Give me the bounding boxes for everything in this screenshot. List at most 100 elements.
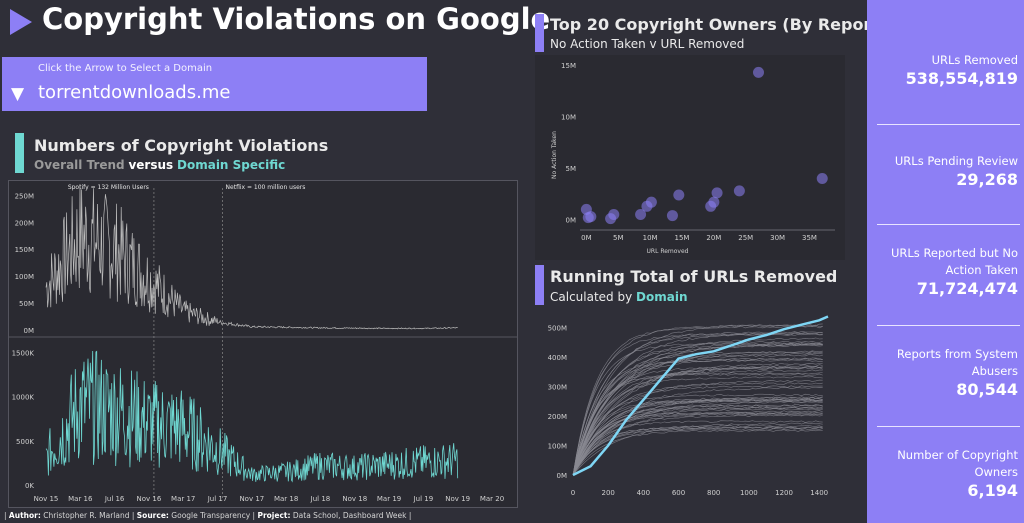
y-tick-label: 15M — [561, 62, 576, 70]
annotation-label: Netflix = 100 million users — [226, 184, 306, 191]
footer-project-label: Project: — [257, 511, 291, 520]
footer: | Author: Christopher R. Marland | Sourc… — [4, 511, 412, 520]
scatter-section-bar — [535, 14, 544, 52]
x-tick-label: 400 — [637, 489, 650, 497]
kpi-system-abusers: Reports from System Abusers 80,544 — [868, 346, 1018, 400]
kpi-divider — [877, 426, 1020, 427]
overall-trend-line — [45, 184, 458, 330]
y-tick-label-overall: 200M — [15, 219, 34, 227]
domain-specific-line — [45, 350, 459, 483]
dropdown-arrow-icon[interactable]: ▼ — [11, 84, 25, 104]
domain-running-line — [572, 364, 823, 476]
scatter-subtitle: No Action Taken v URL Removed — [550, 37, 745, 51]
subtitle-domain: Domain Specific — [177, 158, 286, 172]
domain-selector-hint: Click the Arrow to Select a Domain — [38, 63, 213, 74]
domain-running-line — [572, 396, 823, 476]
x-tick-label: Nov 18 — [342, 495, 367, 503]
violations-title: Numbers of Copyright Violations — [34, 136, 329, 155]
domain-running-line — [572, 324, 823, 476]
y-tick-label: 500M — [548, 325, 567, 333]
domain-running-line — [572, 411, 823, 476]
domain-running-line — [572, 352, 823, 476]
domain-running-line — [572, 344, 823, 476]
domain-running-line — [572, 376, 823, 476]
domain-running-line — [572, 400, 823, 476]
x-tick-label: Nov 17 — [239, 495, 264, 503]
domain-running-line — [572, 429, 823, 476]
domain-running-line — [572, 412, 823, 476]
kpi-panel: URLs Removed 538,554,819 URLs Pending Re… — [867, 0, 1024, 523]
y-tick-label-domain: 1500K — [12, 349, 35, 357]
x-tick-label: Jul 17 — [207, 495, 228, 503]
domain-running-line — [572, 426, 823, 476]
x-tick-label: Jul 18 — [310, 495, 331, 503]
domain-running-line — [572, 379, 823, 476]
scatter-point — [711, 187, 723, 199]
domain-running-line — [572, 382, 823, 476]
domain-running-line — [572, 357, 823, 476]
domain-running-line — [572, 332, 823, 476]
footer-source: Google Transparency — [171, 511, 251, 520]
kpi-no-action: URLs Reported but No Action Taken 71,724… — [868, 245, 1018, 299]
domain-running-line — [572, 362, 823, 476]
x-tick-label: Mar 19 — [377, 495, 401, 503]
kpi-divider — [877, 325, 1020, 326]
x-tick-label: 600 — [672, 489, 685, 497]
y-tick-label-overall: 0M — [24, 327, 35, 335]
scatter-point — [666, 210, 678, 222]
domain-running-line — [572, 341, 823, 476]
kpi-urls-removed: URLs Removed 538,554,819 — [868, 52, 1018, 89]
domain-running-line — [572, 386, 823, 476]
y-tick-label-domain: 1000K — [12, 394, 35, 402]
x-tick-label: 1200 — [775, 489, 793, 497]
title-triangle-icon — [10, 9, 32, 35]
domain-running-line — [572, 422, 823, 476]
running-section-bar — [535, 265, 544, 305]
x-tick-label: 30M — [770, 234, 785, 242]
y-tick-label: 10M — [561, 114, 576, 122]
x-axis-title: URL Removed — [647, 248, 689, 255]
selected-domain[interactable]: torrentdownloads.me — [38, 82, 231, 103]
domain-running-line — [572, 369, 823, 476]
y-tick-label: 200M — [548, 413, 567, 421]
domain-running-line — [572, 366, 823, 476]
scatter-point — [608, 209, 620, 221]
domain-selector[interactable]: Click the Arrow to Select a Domain ▼ tor… — [2, 57, 427, 111]
scatter-point — [733, 185, 745, 197]
domain-running-line — [572, 426, 823, 476]
x-tick-label: 0M — [581, 234, 592, 242]
domain-running-line — [572, 350, 823, 476]
x-tick-label: 1000 — [740, 489, 758, 497]
scatter-chart: 0M 5M 10M 15M 20M 25M 30M 35M 0M 5M 10M 15M URL Remo… — [535, 55, 845, 260]
kpi-divider — [877, 124, 1020, 125]
x-tick-label: Nov 16 — [137, 495, 162, 503]
running-subtitle-domain: Domain — [636, 290, 688, 304]
scatter-point — [645, 196, 657, 208]
domain-running-line — [572, 325, 823, 476]
running-total-chart: 0M 100M 200M 300M 400M 500M 0 200 400 600 800 1000 1… — [548, 315, 829, 497]
x-tick-label: 35M — [802, 234, 817, 242]
domain-running-line — [572, 396, 823, 476]
x-tick-label: Mar 18 — [274, 495, 298, 503]
kpi-copyright-owners: Number of Copyright Owners 6,194 — [868, 447, 1018, 501]
scatter-point — [585, 211, 597, 223]
running-title: Running Total of URLs Removed — [550, 267, 838, 286]
subtitle-overall: Overall Trend — [34, 158, 125, 172]
kpi-label: URLs Removed — [931, 53, 1018, 67]
footer-project: Data School, Dashboard Week — [292, 511, 407, 520]
domain-running-line — [572, 358, 823, 476]
x-tick-label: 200 — [601, 489, 614, 497]
annotation-label: Spotify = 132 Million Users — [68, 184, 149, 191]
domain-running-line — [572, 342, 823, 476]
kpi-label: URLs Reported but No Action Taken — [890, 246, 1018, 277]
kpi-divider — [877, 224, 1020, 225]
y-tick-label: 100M — [548, 443, 567, 451]
x-tick-label: 15M — [675, 234, 690, 242]
domain-running-line — [572, 323, 823, 476]
running-subtitle-prefix: Calculated by — [550, 290, 633, 304]
kpi-value: 538,554,819 — [905, 69, 1018, 88]
scatter-point — [635, 209, 647, 221]
domain-running-line — [572, 333, 823, 476]
x-tick-label: 25M — [738, 234, 753, 242]
y-tick-label-overall: 150M — [15, 246, 34, 254]
